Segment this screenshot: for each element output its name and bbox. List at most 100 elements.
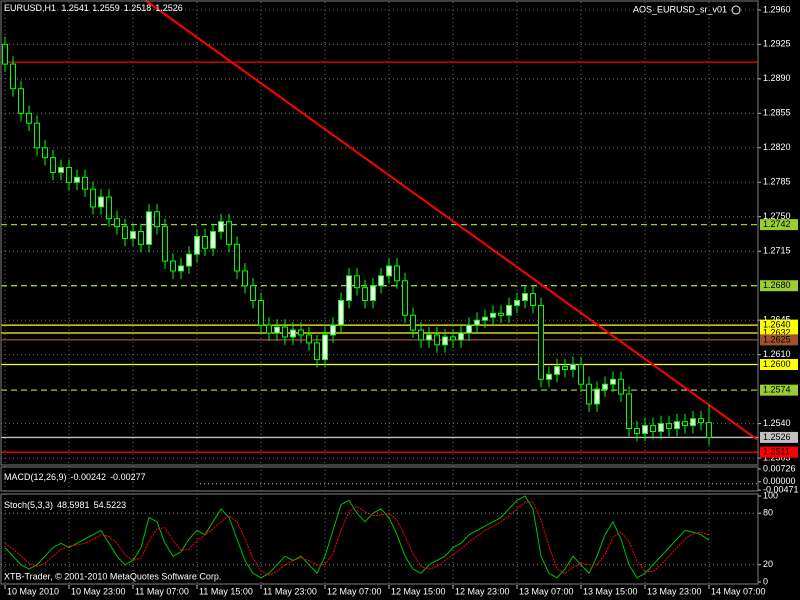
symbol: EURUSD,H1 <box>4 3 56 13</box>
level-tag <box>760 359 798 371</box>
candle-body <box>466 324 472 334</box>
candle-body <box>34 122 40 149</box>
y-tick-label: -0.00471 <box>763 485 799 495</box>
x-tick-label: 13 May 07:00 <box>519 586 574 596</box>
level-tag <box>760 280 798 292</box>
footer: XTB-Trader, © 2001-2010 MetaQuotes Softw… <box>4 571 221 581</box>
candle-body <box>290 329 296 338</box>
y-tick-label: 1.2610 <box>763 349 791 359</box>
level-tag <box>760 327 798 339</box>
y-tick-label: 1.2855 <box>763 108 791 118</box>
candle-body <box>570 364 576 370</box>
stoch-line <box>4 495 710 579</box>
x-tick-label: 12 May 15:00 <box>391 586 446 596</box>
stoch-main: 48.5981 <box>57 500 90 510</box>
x-tick-label: 10 May 2010 <box>7 586 59 596</box>
y-tick-label: 1.2925 <box>763 39 791 49</box>
ohlc-open: 1.2541 <box>61 3 89 13</box>
candle-body <box>298 329 304 336</box>
macd-header: MACD(12,26,9) -0.00242 -0.00277 <box>4 472 146 482</box>
candle-body <box>138 231 144 245</box>
candle-body <box>426 334 432 341</box>
candle-body <box>386 265 392 277</box>
x-tick-label: 13 May 15:00 <box>583 586 638 596</box>
candle-body <box>162 226 168 262</box>
indicator-name: AOS_EURUSD_sr_v01 <box>633 4 727 14</box>
candle-body <box>98 196 104 208</box>
y-tick-label: 1.2750 <box>763 211 791 221</box>
macd-title: MACD(12,26,9) <box>4 472 67 482</box>
y-tick-label: 20 <box>763 559 773 569</box>
level-tag-label: 1.2680 <box>763 280 791 290</box>
candle-body <box>650 425 656 433</box>
level-tag-label: 1.2632 <box>763 327 791 337</box>
y-tick-label: 1.2890 <box>763 73 791 83</box>
candle-body <box>50 157 56 173</box>
candle-body <box>498 312 504 316</box>
x-tick-label: 11 May 07:00 <box>135 586 189 596</box>
candle-body <box>194 235 200 255</box>
level-tag-label: 1.2742 <box>763 219 791 229</box>
candle-body <box>490 312 496 318</box>
y-tick-label: 1.2960 <box>763 4 791 14</box>
candle-body <box>242 270 248 287</box>
candle-body <box>210 231 216 249</box>
level-tag <box>760 384 798 396</box>
y-tick-label: 1.2715 <box>763 246 791 256</box>
candle-body <box>474 319 480 326</box>
candle-body <box>322 334 328 361</box>
candle-body <box>626 393 632 430</box>
candle-body <box>18 88 24 114</box>
candle-body <box>450 336 456 341</box>
candle-body <box>226 221 232 245</box>
stoch-title: Stoch(5,3,3) <box>4 500 53 510</box>
candle-body <box>682 421 688 427</box>
y-tick-label: 100 <box>763 490 778 500</box>
candle-body <box>90 188 96 208</box>
level-tag-label: 1.2625 <box>763 334 791 344</box>
candle-body <box>122 226 128 239</box>
level-tag <box>760 431 798 443</box>
x-tick-label: 12 May 23:00 <box>455 586 510 596</box>
candle-body <box>170 260 176 272</box>
candle-body <box>178 265 184 272</box>
x-tick-label: 13 May 23:00 <box>647 586 702 596</box>
candle-body <box>506 304 512 316</box>
indicator-icon <box>731 5 741 15</box>
candle-body <box>378 275 384 287</box>
candle-body <box>258 299 264 326</box>
candle-body <box>234 243 240 272</box>
x-tick-label: 12 May 07:00 <box>327 586 382 596</box>
x-tick-label: 11 May 15:00 <box>199 586 253 596</box>
x-tick-label: 10 May 23:00 <box>71 586 126 596</box>
candle-body <box>274 326 280 334</box>
candle-body <box>306 334 312 344</box>
chart-header: EURUSD,H1 1.2541 1.2559 1.2518 1.2526 <box>4 3 183 13</box>
candle-body <box>610 378 616 385</box>
ohlc-low: 1.2518 <box>124 3 152 13</box>
candle-body <box>618 378 624 395</box>
candle-body <box>634 428 640 434</box>
y-tick-label: 0 <box>763 576 768 586</box>
macd-main: -0.00242 <box>71 472 107 482</box>
candle-body <box>114 218 120 228</box>
candle-body <box>10 63 16 90</box>
candle-body <box>642 425 648 434</box>
level-tag <box>760 319 798 331</box>
candle-body <box>674 421 680 430</box>
candle-body <box>66 166 72 183</box>
candle-body <box>2 43 8 65</box>
y-tick-label: 1.2785 <box>763 177 791 187</box>
y-tick-label: 1.2645 <box>763 315 791 325</box>
y-tick-label: 0.00726 <box>763 463 796 473</box>
candle-body <box>82 176 88 190</box>
candle-body <box>418 329 424 341</box>
ohlc-high: 1.2559 <box>92 3 120 13</box>
level-tag-label: 1.2511 <box>763 447 790 457</box>
macd-panel-frame <box>0 466 759 492</box>
candle-body <box>698 418 704 424</box>
candle-body <box>330 324 336 336</box>
x-tick-label: 11 May 23:00 <box>263 586 317 596</box>
candle-body <box>338 299 344 326</box>
candle-body <box>42 147 48 159</box>
